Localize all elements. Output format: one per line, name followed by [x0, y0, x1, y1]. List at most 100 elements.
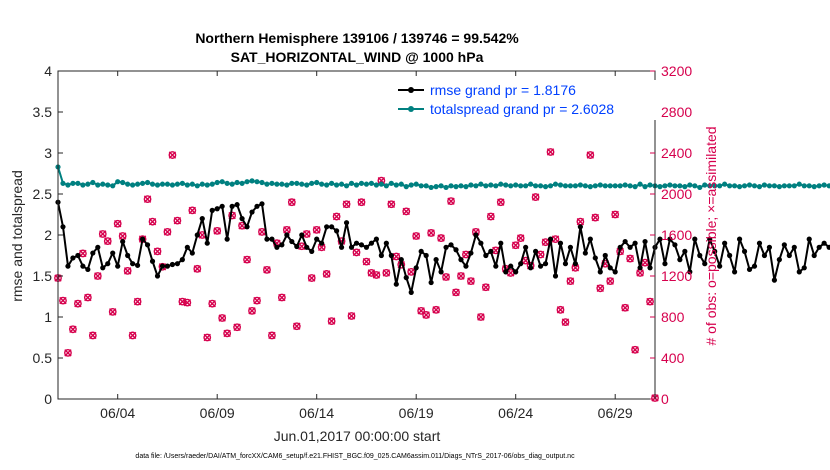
totalspread-point	[771, 183, 778, 189]
obs-possible-point	[69, 325, 77, 334]
totalspread-point	[647, 182, 653, 188]
obs-assimilated-point	[412, 232, 420, 240]
rmse-point	[552, 273, 559, 279]
rmse-point	[85, 266, 91, 273]
rmse-point	[518, 261, 524, 267]
totalspread-point	[468, 182, 474, 188]
legend-box	[396, 80, 658, 120]
rmse-point	[577, 224, 583, 230]
totalspread-point	[617, 183, 623, 189]
rmse-point	[363, 244, 370, 250]
totalspread-point	[722, 181, 728, 187]
obs-assimilated-point	[163, 228, 172, 236]
totalspread-point	[378, 181, 384, 187]
totalspread-point	[786, 183, 792, 189]
totalspread-point	[582, 183, 588, 189]
obs-assimilated-point	[84, 293, 92, 302]
obs-possible-point	[606, 277, 615, 286]
obs-assimilated-point	[442, 273, 450, 281]
rmse-point	[70, 255, 76, 261]
rmse-point	[214, 206, 220, 212]
rmse-point	[542, 261, 549, 267]
rmse-point	[388, 252, 394, 259]
totalspread-point	[329, 180, 335, 186]
rmse-point	[348, 244, 355, 250]
totalspread-point	[65, 182, 71, 188]
obs-assimilated-point	[352, 248, 361, 257]
obs-possible-point	[218, 314, 227, 322]
obs-assimilated-point	[596, 284, 604, 292]
totalspread-point	[443, 184, 449, 191]
legend-spread-label: totalspread grand pr = 2.6028	[430, 101, 614, 117]
rmse-point	[761, 252, 768, 259]
totalspread-point	[299, 181, 305, 187]
totalspread-point	[508, 183, 514, 189]
rmse-point	[319, 240, 325, 246]
rmse-point	[269, 236, 275, 242]
y-left-tick-label: 4	[44, 63, 52, 79]
rmse-point	[65, 263, 71, 269]
obs-possible-point	[561, 318, 570, 327]
rmse-point	[657, 236, 663, 242]
obs-assimilated-point	[566, 277, 575, 285]
totalspread-point	[662, 183, 668, 189]
obs-assimilated-point	[59, 296, 67, 305]
obs-assimilated-point	[626, 254, 634, 263]
rmse-point	[712, 248, 718, 254]
obs-possible-point	[287, 198, 296, 207]
totalspread-point	[567, 183, 574, 189]
obs-assimilated-point	[457, 272, 465, 280]
obs-possible-point	[292, 322, 301, 331]
obs-assimilated-point	[342, 200, 351, 208]
totalspread-point	[692, 183, 698, 189]
totalspread-point	[642, 184, 648, 190]
legend-rmse-label: rmse grand pr = 1.8176	[430, 82, 576, 98]
rmse-point	[746, 266, 753, 273]
totalspread-point	[90, 179, 96, 186]
rmse-point	[801, 265, 807, 271]
totalspread-point	[144, 179, 151, 186]
obs-possible-point	[163, 228, 172, 236]
rmse-point	[100, 265, 106, 271]
totalspread-point	[458, 183, 464, 189]
rmse-point	[732, 269, 738, 275]
rmse-point	[239, 216, 245, 222]
totalspread-point	[85, 181, 91, 187]
totalspread-point	[776, 184, 782, 190]
obs-possible-point	[312, 225, 321, 234]
obs-assimilated-point	[362, 257, 371, 266]
y-axis-right: 0 400 800 1200 1600 2000 2400 2800 3200	[650, 63, 692, 407]
totalspread-point	[766, 183, 773, 189]
obs-assimilated-point	[462, 250, 470, 259]
totalspread-point	[110, 183, 116, 189]
rmse-point	[766, 244, 773, 250]
rmse-point	[617, 244, 623, 250]
totalspread-point	[547, 183, 554, 189]
obs-possible-point	[432, 305, 440, 314]
rmse-point	[821, 240, 827, 246]
totalspread-point	[115, 179, 121, 185]
totalspread-point	[438, 183, 444, 189]
totalspread-point	[528, 181, 534, 187]
rmse-point	[80, 263, 86, 269]
obs-possible-point	[631, 345, 639, 354]
obs-possible-point	[442, 273, 450, 281]
totalspread-point	[607, 183, 613, 189]
obs-possible-point	[511, 241, 520, 250]
plot-area	[54, 107, 830, 402]
obs-assimilated-point	[407, 268, 415, 276]
obs-possible-point	[646, 297, 654, 306]
obs-assimilated-point	[447, 197, 455, 205]
rmse-point	[393, 281, 399, 287]
obs-possible-point	[342, 200, 351, 209]
obs-possible-point	[372, 271, 381, 279]
rmse-point	[144, 242, 151, 248]
obs-assimilated-point	[313, 226, 321, 234]
rmse-point	[707, 236, 713, 242]
x-tick-label: 06/24	[498, 405, 533, 421]
totalspread-point	[418, 183, 424, 189]
obs-possible-point	[362, 257, 371, 266]
rmse-point	[453, 247, 459, 253]
y-right-tick-label: 2800	[661, 104, 692, 120]
